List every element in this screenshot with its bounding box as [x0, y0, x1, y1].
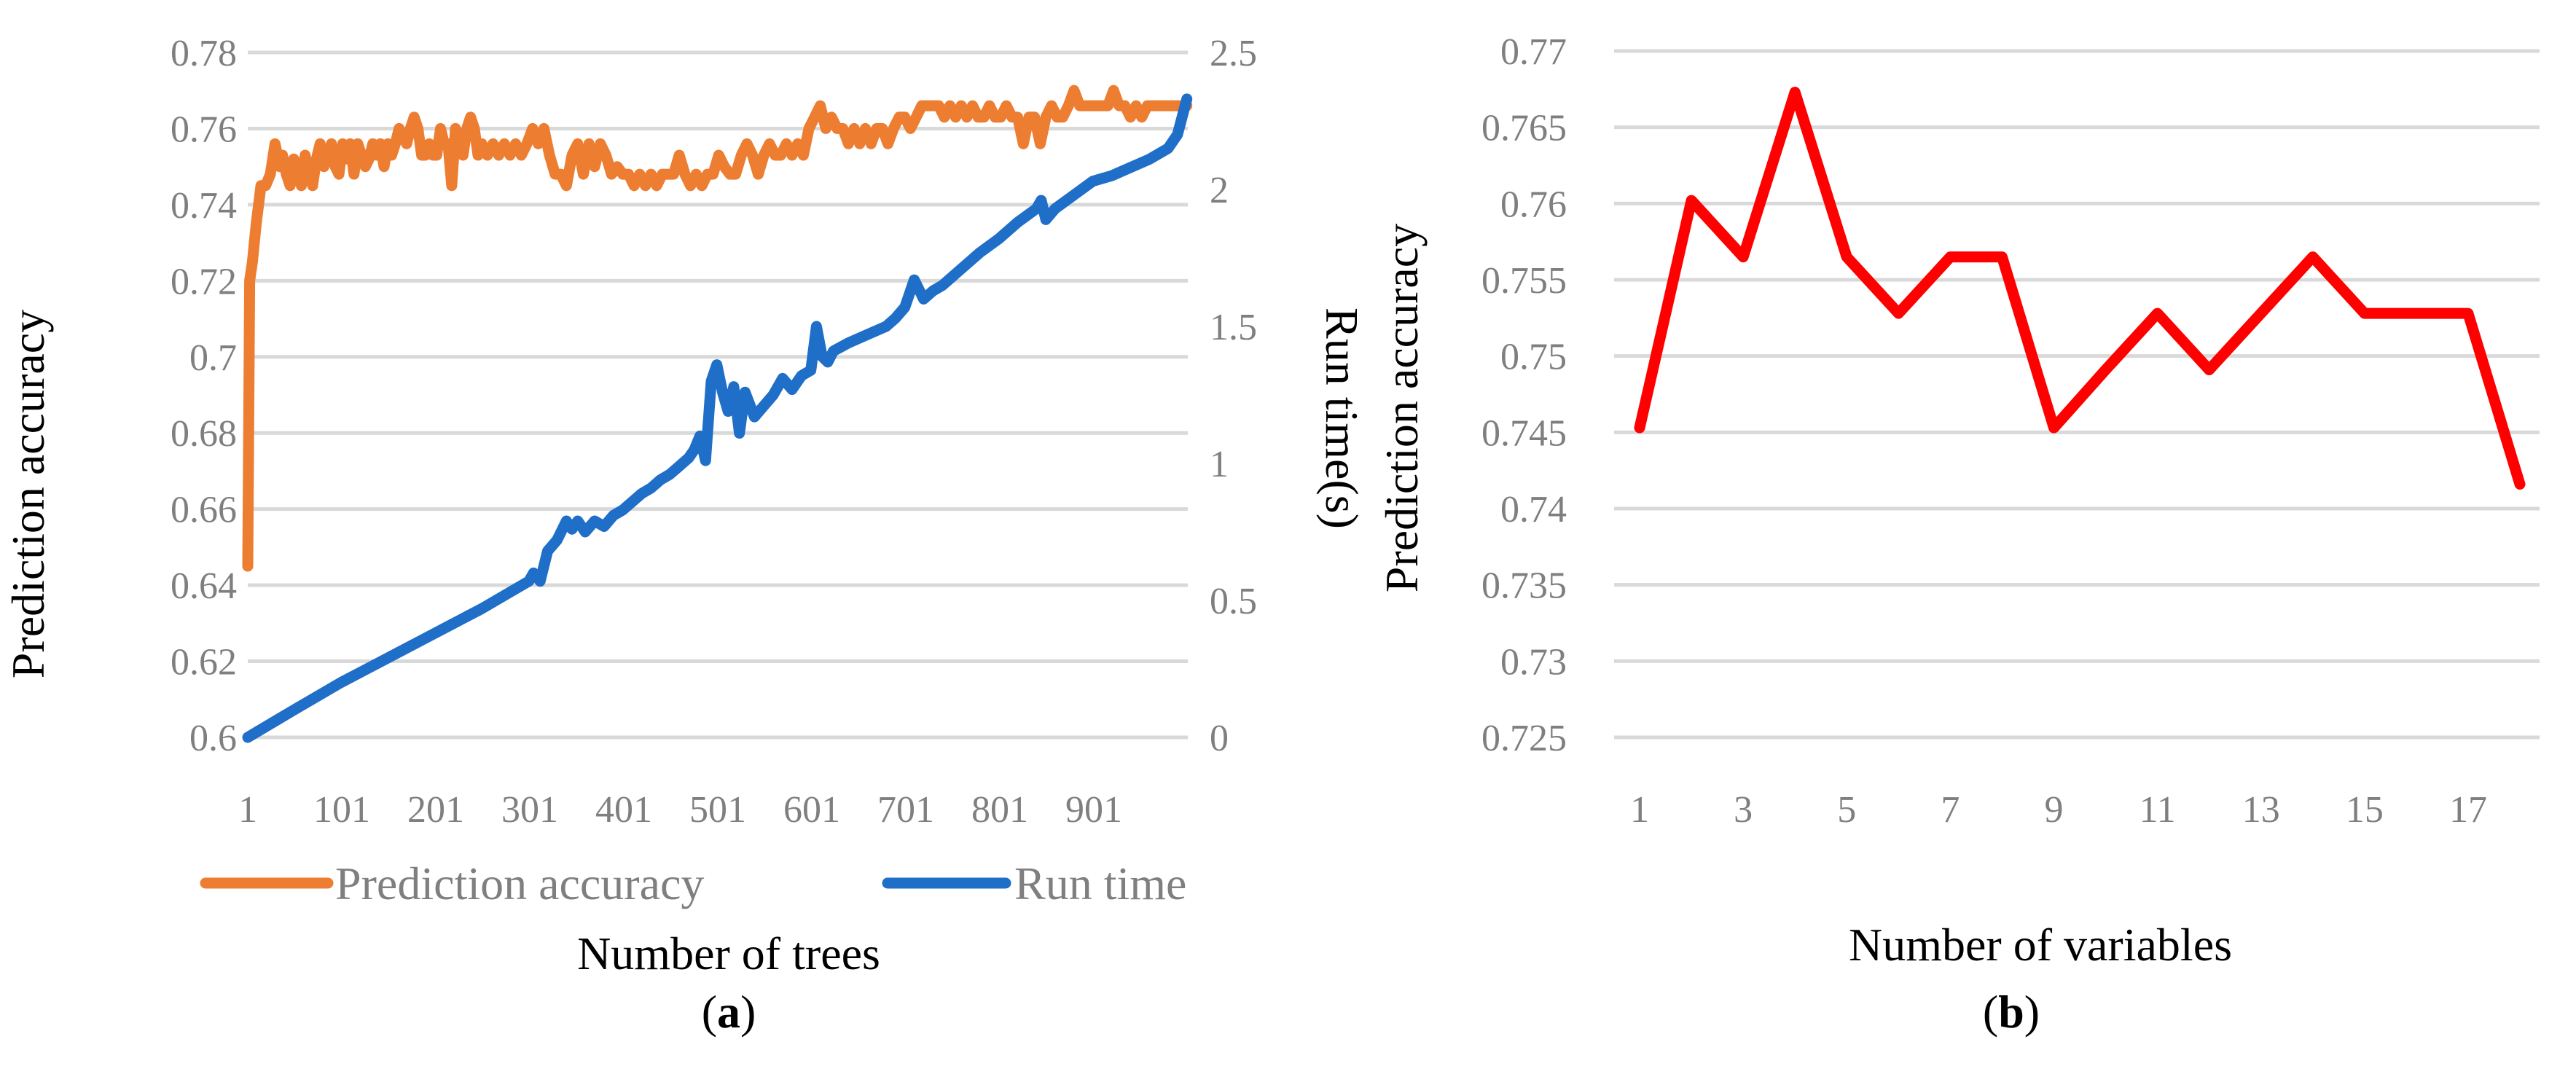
chart-a-y2-tick-labels: 2.5 2 1.5 1 0.5 0 — [1210, 33, 1257, 759]
chart-a-series-run-time — [242, 93, 1193, 743]
chart-a-y-tick: 0.6 — [189, 718, 237, 759]
chart-b-x-tick: 3 — [1734, 789, 1753, 831]
chart-a-y-tick: 0.7 — [189, 337, 237, 379]
chart-a-series-prediction-accuracy — [242, 85, 1193, 572]
chart-b-gridlines — [1614, 49, 2540, 740]
chart-a-y2-tick: 2.5 — [1210, 33, 1257, 74]
chart-b-y-tick: 0.765 — [1481, 108, 1567, 149]
chart-a-x-tick: 301 — [501, 789, 558, 831]
chart-a-y2-tick: 1.5 — [1210, 307, 1257, 348]
chart-b-y-tick: 0.735 — [1481, 565, 1567, 607]
chart-b-x-axis-title: Number of variables — [1849, 919, 2232, 971]
chart-b-y-tick: 0.76 — [1500, 184, 1567, 225]
chart-a-y-tick: 0.64 — [171, 565, 237, 607]
chart-a-x-axis-title: Number of trees — [577, 928, 880, 979]
chart-a-y-tick: 0.66 — [171, 490, 237, 531]
chart-b-x-tick: 7 — [1941, 789, 1960, 831]
chart-b-x-tick: 1 — [1630, 789, 1649, 831]
chart-b-x-tick-labels: 1 3 5 7 9 11 13 15 17 — [1630, 789, 2487, 831]
chart-a: 0.78 0.76 0.74 0.72 0.7 0.68 0.66 0.64 0.62 0.6 2… — [2, 33, 1368, 1038]
chart-a-x-tick-labels: 1 101 201 301 401 501 601 701 801 901 — [238, 789, 1122, 831]
chart-a-y2-tick: 1 — [1210, 444, 1229, 485]
legend-label-prediction-accuracy: Prediction accuracy — [335, 858, 704, 909]
chart-b-series-prediction-accuracy — [1634, 87, 2526, 490]
chart-a-y2-axis-title: Run time(s) — [1316, 307, 1368, 529]
chart-b-y-tick: 0.725 — [1481, 718, 1567, 759]
chart-b-y-tick: 0.755 — [1481, 260, 1567, 302]
chart-a-y-tick: 0.74 — [171, 185, 237, 227]
chart-a-x-tick: 901 — [1065, 789, 1122, 831]
chart-b-y-tick: 0.745 — [1481, 412, 1567, 454]
chart-a-x-tick: 101 — [313, 789, 370, 831]
chart-a-y-tick: 0.76 — [171, 109, 237, 150]
chart-a-y-axis-title: Prediction accuracy — [2, 310, 54, 678]
panel-label-a: (a) — [702, 986, 756, 1038]
chart-b-y-tick-labels: 0.77 0.765 0.76 0.755 0.75 0.745 0.74 0.735 0.73… — [1481, 31, 1567, 759]
chart-b-x-tick: 15 — [2346, 789, 2384, 831]
chart-b-x-tick: 9 — [2044, 789, 2063, 831]
chart-a-y2-tick: 2 — [1210, 170, 1229, 211]
chart-b-y-tick: 0.77 — [1500, 31, 1567, 73]
chart-b-x-tick: 5 — [1837, 789, 1856, 831]
chart-b-y-tick: 0.73 — [1500, 641, 1567, 683]
chart-a-x-tick: 601 — [783, 789, 840, 831]
chart-a-legend: Prediction accuracy Run time — [200, 858, 1186, 909]
chart-b-y-axis-title: Prediction accuracy — [1376, 224, 1428, 592]
chart-a-y-tick-labels: 0.78 0.76 0.74 0.72 0.7 0.68 0.66 0.64 0.62 0.6 — [171, 33, 237, 759]
chart-b-x-tick: 17 — [2449, 789, 2487, 831]
chart-b-y-tick: 0.75 — [1500, 337, 1567, 378]
chart-a-x-tick: 501 — [689, 789, 746, 831]
legend-label-run-time: Run time — [1014, 858, 1186, 909]
chart-b-x-tick: 11 — [2140, 789, 2176, 831]
chart-a-x-tick: 701 — [877, 789, 934, 831]
chart-a-x-tick: 201 — [407, 789, 464, 831]
chart-b: 0.770.7650.760.7550.750.7450.740.7350.73… — [1376, 31, 2540, 1038]
chart-a-y-tick: 0.62 — [171, 642, 237, 683]
panel-label-b: (b) — [1983, 986, 2040, 1038]
chart-b-y-tick: 0.74 — [1500, 489, 1567, 530]
chart-a-x-tick: 801 — [971, 789, 1028, 831]
chart-a-y2-tick: 0 — [1210, 718, 1229, 759]
chart-b-x-tick: 13 — [2242, 789, 2280, 831]
chart-a-x-tick: 401 — [595, 789, 652, 831]
chart-a-y-tick: 0.78 — [171, 33, 237, 74]
chart-a-x-tick: 1 — [238, 789, 257, 831]
chart-a-y-tick: 0.72 — [171, 261, 237, 302]
chart-a-y2-tick: 0.5 — [1210, 581, 1257, 622]
chart-a-y-tick: 0.68 — [171, 413, 237, 455]
